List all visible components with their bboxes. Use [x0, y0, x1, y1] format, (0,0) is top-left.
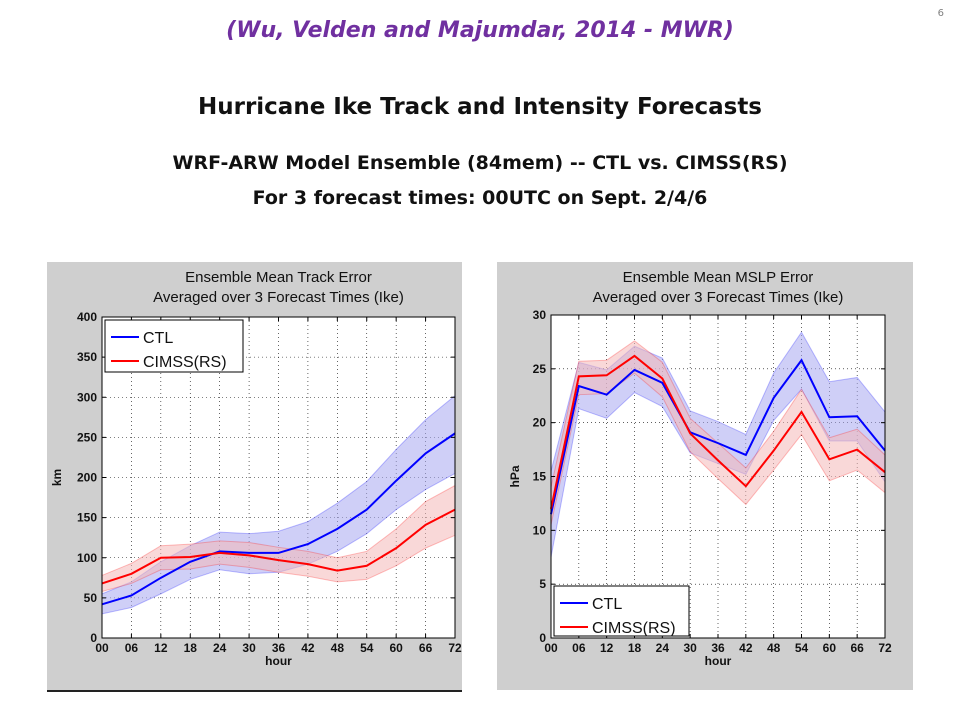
- x-tick-label: 24: [656, 641, 670, 655]
- y-tick-label: 0: [539, 631, 546, 645]
- track-error-chart: Ensemble Mean Track Error Averaged over 3…: [50, 269, 462, 668]
- x-tick-label: 12: [154, 641, 168, 655]
- x-tick-label: 12: [600, 641, 614, 655]
- legend-label-0: CTL: [143, 330, 173, 347]
- x-tick-label: 66: [419, 641, 433, 655]
- y-axis-label: km: [50, 469, 64, 486]
- x-axis-label: hour: [705, 654, 732, 668]
- x-tick-label: 24: [213, 641, 227, 655]
- x-tick-label: 18: [628, 641, 642, 655]
- y-tick-label: 350: [77, 350, 97, 364]
- y-tick-label: 5: [539, 577, 546, 591]
- y-tick-label: 200: [77, 471, 97, 485]
- series-line-1: [550, 354, 886, 510]
- x-tick-label: 36: [711, 641, 725, 655]
- x-tick-label: 54: [360, 641, 374, 655]
- x-tick-label: 30: [242, 641, 256, 655]
- series-line-0: [550, 358, 886, 515]
- slide-title: Hurricane Ike Track and Intensity Foreca…: [197, 94, 763, 120]
- series-line-0: [101, 432, 456, 606]
- y-tick-label: 25: [533, 362, 547, 376]
- x-tick-label: 30: [683, 641, 697, 655]
- x-tick-label: 60: [389, 641, 403, 655]
- slide-subtitle-line1: WRF-ARW Model Ensemble (84mem) -- CTL vs…: [172, 152, 788, 174]
- x-tick-label: 72: [878, 641, 892, 655]
- y-tick-label: 50: [84, 591, 98, 605]
- legend-box: [553, 585, 690, 637]
- x-tick-label: 66: [850, 641, 864, 655]
- y-tick-label: 250: [77, 430, 97, 444]
- y-tick-label: 100: [77, 551, 97, 565]
- chart-subtitle: Averaged over 3 Forecast Times (Ike): [593, 289, 844, 306]
- chart-subtitle: Averaged over 3 Forecast Times (Ike): [153, 289, 404, 306]
- mslp-error-figure: Ensemble Mean MSLP Error Averaged over 3 …: [497, 262, 913, 690]
- chart-title: Ensemble Mean MSLP Error: [623, 269, 814, 286]
- slide-subtitle-line2: For 3 forecast times: 00UTC on Sept. 2/4…: [252, 187, 708, 209]
- citation: (Wu, Velden and Majumdar, 2014 - MWR): [226, 18, 734, 43]
- x-tick-label: 48: [331, 641, 345, 655]
- x-tick-label: 60: [823, 641, 837, 655]
- x-tick-label: 42: [739, 641, 753, 655]
- x-tick-label: 06: [125, 641, 139, 655]
- y-tick-label: 150: [77, 511, 97, 525]
- series-line-1: [101, 508, 456, 585]
- x-tick-label: 36: [272, 641, 286, 655]
- legend-label-1: CIMSS(RS): [592, 620, 676, 637]
- mslp-error-chart: Ensemble Mean MSLP Error Averaged over 3 …: [508, 269, 892, 668]
- x-tick-label: 00: [95, 641, 109, 655]
- legend: CTL CIMSS(RS): [104, 319, 244, 373]
- x-tick-label: 00: [544, 641, 558, 655]
- legend-label-1: CIMSS(RS): [143, 354, 227, 371]
- y-tick-label: 400: [77, 310, 97, 324]
- x-tick-label: 48: [767, 641, 781, 655]
- x-tick-label: 72: [448, 641, 462, 655]
- x-tick-label: 18: [184, 641, 198, 655]
- y-axis-label: hPa: [508, 465, 522, 487]
- y-tick-label: 0: [90, 631, 97, 645]
- y-tick-label: 300: [77, 390, 97, 404]
- slide-number: 6: [937, 8, 944, 19]
- legend-box: [104, 319, 244, 373]
- y-tick-label: 30: [533, 308, 547, 322]
- x-tick-label: 54: [795, 641, 809, 655]
- chart-title: Ensemble Mean Track Error: [185, 269, 372, 286]
- x-tick-label: 06: [572, 641, 586, 655]
- x-tick-label: 42: [301, 641, 315, 655]
- y-tick-label: 10: [533, 523, 547, 537]
- legend: CTL CIMSS(RS): [553, 585, 690, 637]
- legend-label-0: CTL: [592, 596, 622, 613]
- track-error-figure: Ensemble Mean Track Error Averaged over 3…: [47, 262, 462, 692]
- y-tick-label: 15: [533, 470, 547, 484]
- x-axis-label: hour: [265, 654, 292, 668]
- y-tick-label: 20: [533, 416, 547, 430]
